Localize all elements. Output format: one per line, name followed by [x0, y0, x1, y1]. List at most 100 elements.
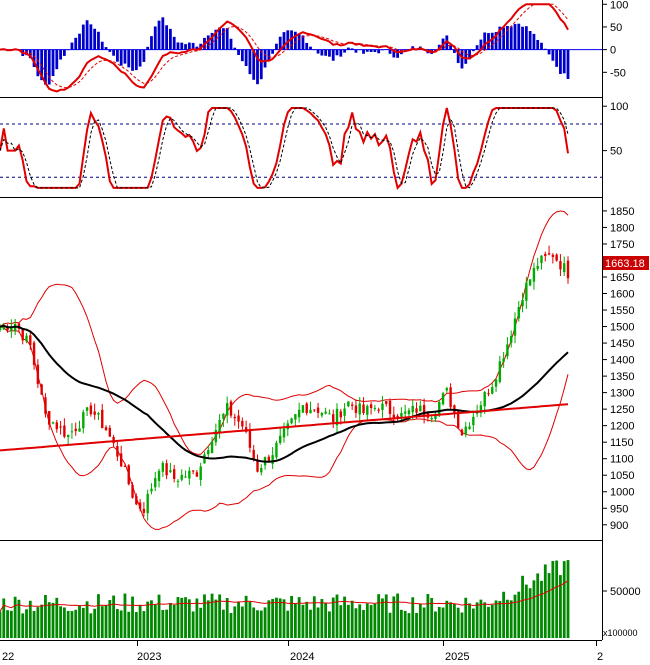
candle-body [214, 430, 218, 443]
candle-body [188, 470, 191, 479]
candle-body [282, 428, 286, 438]
candle-body [540, 255, 543, 264]
volume-bar [434, 611, 437, 638]
volume-bar [36, 607, 40, 638]
candle-body [381, 403, 384, 410]
volume-bar [509, 600, 513, 638]
candle-body [316, 407, 320, 413]
volume-bar [328, 611, 331, 638]
y-tick-label: 0 [610, 45, 616, 57]
y-tick-label: 1300 [610, 388, 634, 400]
y-tick-label: 1500 [610, 322, 634, 334]
y-tick-label: 50000 [610, 586, 641, 598]
candle-body [350, 404, 354, 406]
candle-body [422, 405, 426, 416]
volume-bar [403, 610, 407, 638]
candle-body [494, 379, 498, 387]
macd-histogram-bar [267, 49, 271, 62]
candle-body [74, 428, 77, 432]
macd-histogram-bar [562, 49, 566, 74]
macd-histogram-bar [369, 49, 373, 52]
macd-histogram-bar [517, 23, 521, 50]
volume-bar [13, 596, 17, 638]
price-y-ticks: 1850180017501700165016001550150014501400… [602, 206, 634, 532]
macd-histogram-bar [559, 49, 562, 74]
volume-bar [195, 598, 199, 638]
volume-bar [252, 607, 256, 638]
candle-body [332, 414, 335, 423]
candle-body [513, 318, 517, 336]
macd-histogram-bar [233, 47, 237, 50]
macd-histogram-bar [191, 42, 195, 50]
volume-bar [377, 594, 381, 638]
candle-body [260, 467, 263, 473]
volume-ma-line [0, 580, 569, 612]
candle-body [237, 415, 240, 422]
macd-histogram-bar [108, 49, 112, 52]
macd-histogram-bar [59, 49, 62, 60]
macd-histogram-bar [335, 49, 339, 56]
candle-body [135, 496, 138, 505]
volume-bar [426, 594, 430, 638]
macd-histogram-bar [354, 49, 358, 53]
candle-body [172, 469, 176, 479]
candle-body [385, 401, 388, 404]
volume-bar [396, 593, 399, 638]
volume-bar [559, 575, 562, 638]
volume-bar [566, 560, 570, 638]
candle-body [388, 400, 392, 414]
candle-body [441, 393, 445, 405]
volume-bar [301, 604, 305, 638]
candle-body [241, 420, 244, 427]
y-tick-label: 950 [610, 503, 628, 515]
volume-bar [259, 610, 263, 638]
y-tick-label: 50 [610, 146, 622, 158]
candle-body [521, 300, 524, 307]
volume-bar [142, 611, 146, 638]
macd-histogram-bar [150, 36, 153, 50]
candle-body [222, 413, 225, 419]
macd-histogram-bar [244, 49, 248, 66]
candle-body [154, 478, 157, 488]
candle-body [89, 405, 93, 415]
stochastic-k-line [0, 107, 569, 190]
volume-bar [305, 601, 309, 638]
candle-body [366, 405, 369, 415]
macd-histogram-bar [248, 49, 252, 75]
volume-bar [479, 599, 483, 638]
macd-histogram-bar [97, 31, 100, 50]
macd-histogram-bar [89, 24, 93, 50]
y-tick-label: 1050 [610, 470, 634, 482]
macd-histogram-bar [169, 28, 172, 50]
candle-body [566, 260, 570, 279]
macd-histogram-bar [222, 28, 225, 50]
macd-histogram-bar [328, 49, 331, 57]
volume-bar [354, 608, 358, 638]
candle-body [25, 335, 28, 342]
macd-histogram-bar [551, 49, 555, 61]
volume-bar [78, 605, 81, 638]
macd-histogram-bar [513, 24, 517, 50]
macd-histogram-bar [229, 38, 233, 50]
macd-histogram-bar [32, 49, 36, 67]
candle-body [55, 422, 58, 430]
candle-body [335, 408, 339, 426]
candle-body [165, 463, 168, 476]
volume-bar [47, 602, 51, 638]
volume-bar [365, 603, 369, 638]
candle-body [502, 358, 505, 362]
volume-bar [418, 603, 422, 638]
candle-body [301, 405, 305, 413]
volume-bar [532, 580, 536, 638]
volume-bar [263, 607, 267, 638]
macd-y-ticks: 100 50 0 -50 [602, 0, 628, 79]
macd-histogram-bar [115, 49, 119, 62]
macd-line [0, 3, 569, 93]
volume-bar [206, 600, 210, 638]
volume-bar [384, 594, 388, 638]
candle-body [252, 449, 255, 459]
macd-histogram-bar [437, 44, 441, 50]
macd-histogram-bar [142, 49, 146, 62]
macd-histogram-bar [324, 49, 328, 56]
candle-body [559, 261, 562, 270]
